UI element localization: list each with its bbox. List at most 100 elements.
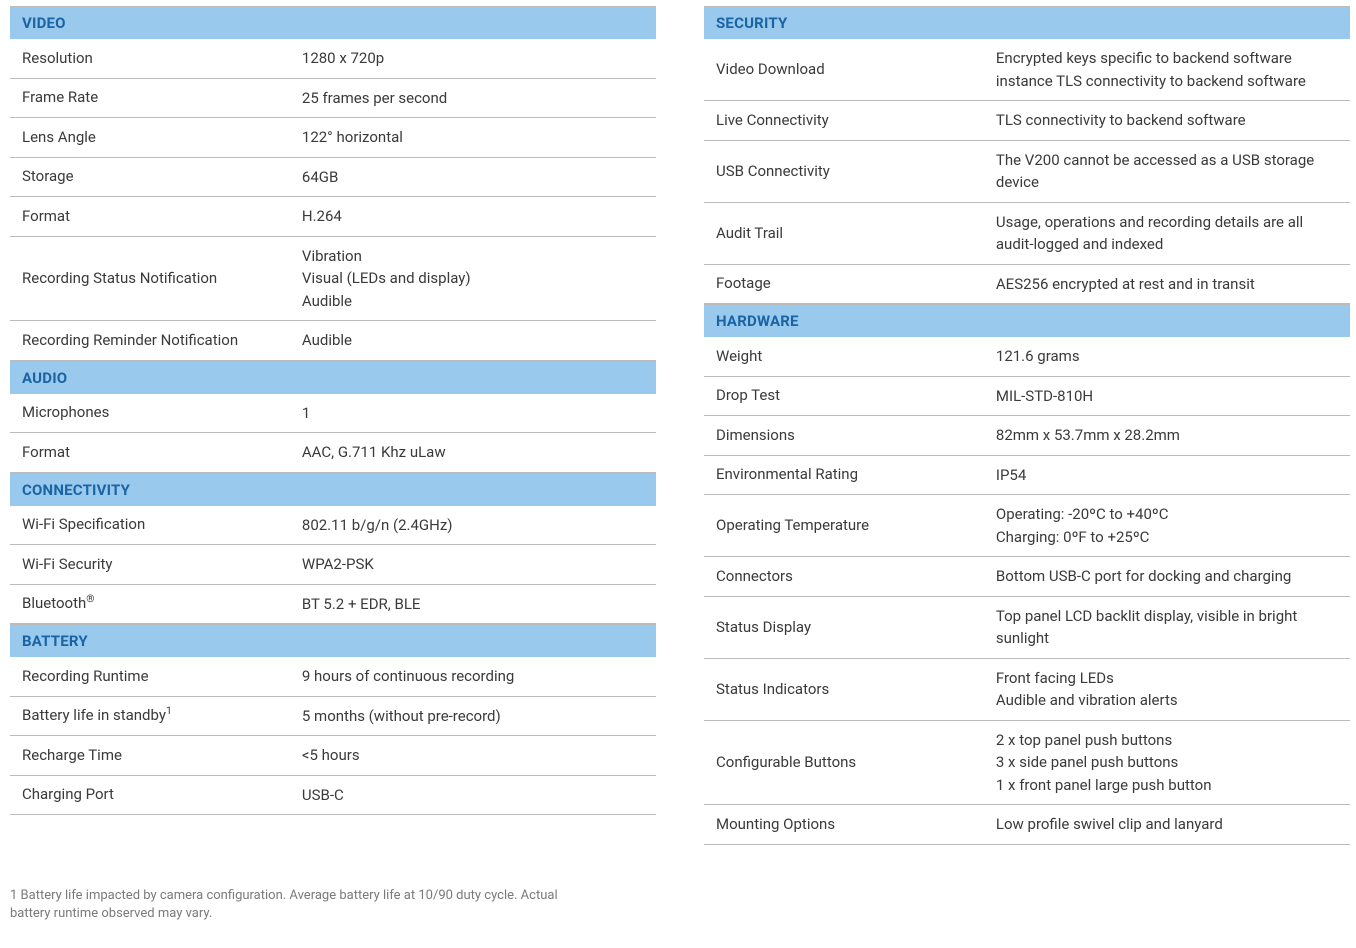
spec-label: Operating Temperature — [716, 515, 996, 536]
spec-row: Frame Rate 25 frames per second — [10, 79, 656, 119]
spec-label: Video Download — [716, 59, 996, 80]
spec-value: Low profile swivel clip and lanyard — [996, 813, 1338, 836]
spec-row: Microphones 1 — [10, 394, 656, 434]
spec-label: Storage — [22, 166, 302, 187]
spec-row: Audit Trail Usage, operations and record… — [704, 203, 1350, 265]
spec-value: 5 months (without pre-record) — [302, 705, 644, 728]
spec-row: Battery life in standby1 5 months (witho… — [10, 697, 656, 737]
spec-value: Front facing LEDs Audible and vibration … — [996, 667, 1338, 712]
spec-label: Microphones — [22, 402, 302, 423]
spec-label: Format — [22, 442, 302, 463]
spec-label: Environmental Rating — [716, 464, 996, 485]
spec-label: Recording Status Notification — [22, 268, 302, 289]
spec-row: Format H.264 — [10, 197, 656, 237]
spec-value: H.264 — [302, 205, 644, 228]
spec-label: Mounting Options — [716, 814, 996, 835]
spec-label: Connectors — [716, 566, 996, 587]
spec-label: Live Connectivity — [716, 110, 996, 131]
spec-value: <5 hours — [302, 744, 644, 767]
spec-value: TLS connectivity to backend software — [996, 109, 1338, 132]
section-header-connectivity: CONNECTIVITY — [10, 473, 656, 506]
spec-value: AAC, G.711 Khz uLaw — [302, 441, 644, 464]
spec-row: Configurable Buttons 2 x top panel push … — [704, 721, 1350, 806]
spec-label: Drop Test — [716, 385, 996, 406]
spec-value: 25 frames per second — [302, 87, 644, 110]
spec-row: Recording Runtime 9 hours of continuous … — [10, 657, 656, 697]
right-column: SECURITY Video Download Encrypted keys s… — [704, 6, 1350, 923]
spec-value: Top panel LCD backlit display, visible i… — [996, 605, 1338, 650]
spec-label: Dimensions — [716, 425, 996, 446]
spec-row: Video Download Encrypted keys specific t… — [704, 39, 1350, 101]
spec-row: Recording Status Notification Vibration … — [10, 237, 656, 322]
spec-row: Live Connectivity TLS connectivity to ba… — [704, 101, 1350, 141]
spec-label: Recording Runtime — [22, 666, 302, 687]
spec-label: Recharge Time — [22, 745, 302, 766]
spec-row: Mounting Options Low profile swivel clip… — [704, 805, 1350, 845]
spec-label: USB Connectivity — [716, 161, 996, 182]
spec-value: Operating: -20ºC to +40ºC Charging: 0ºF … — [996, 503, 1338, 548]
spec-label: Bluetooth® — [22, 593, 302, 614]
spec-row: Resolution 1280 x 720p — [10, 39, 656, 79]
section-header-audio: AUDIO — [10, 361, 656, 394]
spec-value: IP54 — [996, 464, 1338, 487]
spec-row: USB Connectivity The V200 cannot be acce… — [704, 141, 1350, 203]
spec-value: AES256 encrypted at rest and in transit — [996, 273, 1338, 296]
spec-row: Connectors Bottom USB-C port for docking… — [704, 557, 1350, 597]
spec-label: Wi-Fi Security — [22, 554, 302, 575]
spec-label: Lens Angle — [22, 127, 302, 148]
spec-label: Footage — [716, 273, 996, 294]
spec-value: 9 hours of continuous recording — [302, 665, 644, 688]
spec-row: Recording Reminder Notification Audible — [10, 321, 656, 361]
section-header-video: VIDEO — [10, 6, 656, 39]
spec-row: Status Display Top panel LCD backlit dis… — [704, 597, 1350, 659]
spec-row: Lens Angle 122° horizontal — [10, 118, 656, 158]
spec-value: 82mm x 53.7mm x 28.2mm — [996, 424, 1338, 447]
spec-value: Usage, operations and recording details … — [996, 211, 1338, 256]
section-header-security: SECURITY — [704, 6, 1350, 39]
spec-value: 121.6 grams — [996, 345, 1338, 368]
spec-row: Dimensions 82mm x 53.7mm x 28.2mm — [704, 416, 1350, 456]
spec-row: Charging Port USB-C — [10, 776, 656, 816]
spec-value: 64GB — [302, 166, 644, 189]
spec-value: Vibration Visual (LEDs and display) Audi… — [302, 245, 644, 313]
spec-label: Configurable Buttons — [716, 752, 996, 773]
spec-row: Operating Temperature Operating: -20ºC t… — [704, 495, 1350, 557]
spec-row: Weight 121.6 grams — [704, 337, 1350, 377]
spec-label: Status Indicators — [716, 679, 996, 700]
spec-row: Status Indicators Front facing LEDs Audi… — [704, 659, 1350, 721]
spec-value: 1280 x 720p — [302, 47, 644, 70]
left-column: VIDEO Resolution 1280 x 720p Frame Rate … — [10, 6, 656, 923]
spec-label: Format — [22, 206, 302, 227]
spec-value: 122° horizontal — [302, 126, 644, 149]
spec-row: Bluetooth® BT 5.2 + EDR, BLE — [10, 585, 656, 625]
spec-row: Wi-Fi Security WPA2-PSK — [10, 545, 656, 585]
spec-value: Bottom USB-C port for docking and chargi… — [996, 565, 1338, 588]
spec-label: Status Display — [716, 617, 996, 638]
spec-value: 1 — [302, 402, 644, 425]
spec-row: Storage 64GB — [10, 158, 656, 198]
spec-label: Audit Trail — [716, 223, 996, 244]
spec-value: BT 5.2 + EDR, BLE — [302, 593, 644, 616]
spec-row: Footage AES256 encrypted at rest and in … — [704, 265, 1350, 305]
spec-value: 802.11 b/g/n (2.4GHz) — [302, 514, 644, 537]
spec-value: Encrypted keys specific to backend softw… — [996, 47, 1338, 92]
spec-value: USB-C — [302, 784, 644, 807]
spec-label: Frame Rate — [22, 87, 302, 108]
spec-value: 2 x top panel push buttons 3 x side pane… — [996, 729, 1338, 797]
footnote: 1 Battery life impacted by camera config… — [10, 887, 570, 923]
section-header-hardware: HARDWARE — [704, 304, 1350, 337]
spec-label: Weight — [716, 346, 996, 367]
spec-value: WPA2-PSK — [302, 553, 644, 576]
spec-label: Charging Port — [22, 784, 302, 805]
spec-label: Recording Reminder Notification — [22, 330, 302, 351]
spec-value: MIL-STD-810H — [996, 385, 1338, 408]
spec-label: Battery life in standby1 — [22, 705, 302, 726]
spec-sheet: VIDEO Resolution 1280 x 720p Frame Rate … — [0, 0, 1356, 929]
spec-label: Resolution — [22, 48, 302, 69]
spec-value: Audible — [302, 329, 644, 352]
spec-row: Format AAC, G.711 Khz uLaw — [10, 433, 656, 473]
spec-row: Drop Test MIL-STD-810H — [704, 377, 1350, 417]
spec-row: Recharge Time <5 hours — [10, 736, 656, 776]
spec-label: Wi-Fi Specification — [22, 514, 302, 535]
spec-row: Environmental Rating IP54 — [704, 456, 1350, 496]
